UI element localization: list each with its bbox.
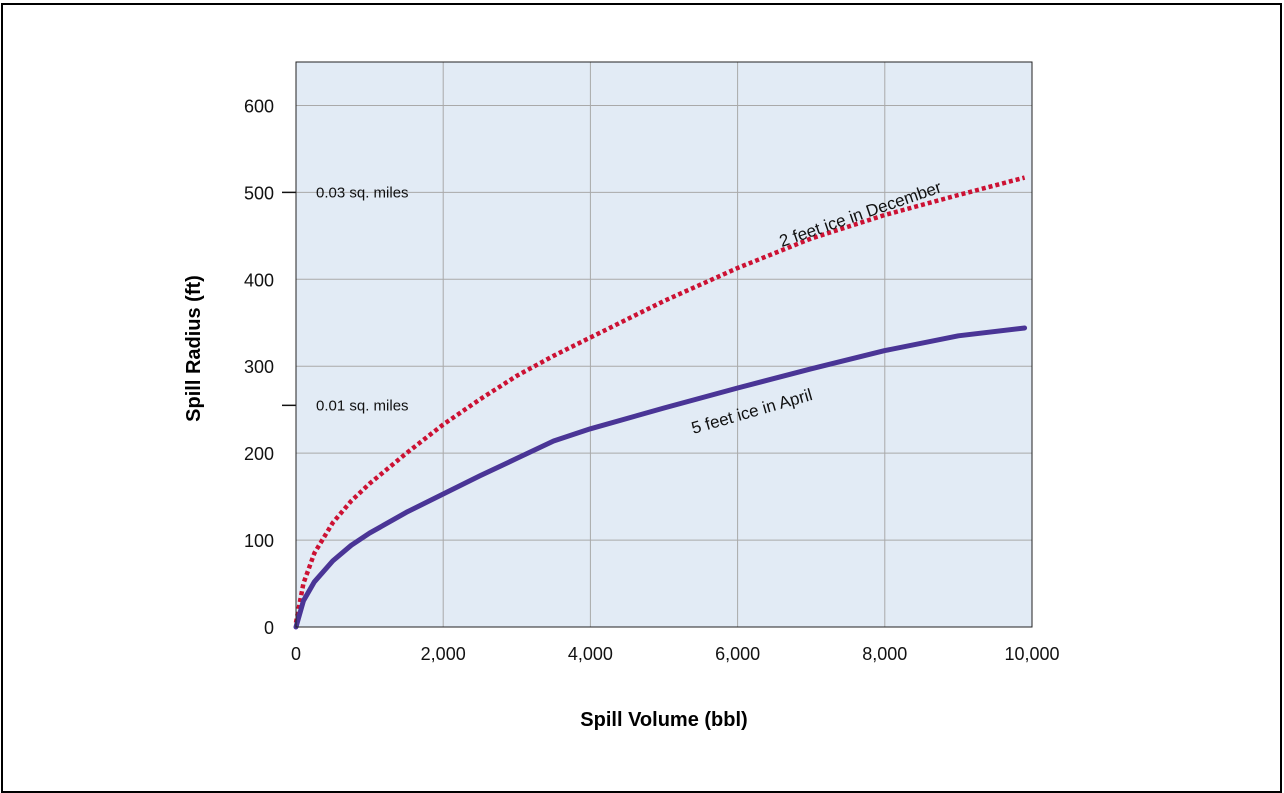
y-tick-label: 100	[244, 531, 274, 551]
y-tick-label: 400	[244, 270, 274, 290]
y-tick-label: 0	[264, 618, 274, 638]
x-tick-label: 8,000	[862, 644, 907, 664]
tick-labels: 0 2,000 4,000 6,000 8,000 10,000 0 100 200 300 400…	[244, 96, 1060, 664]
series-line-0	[293, 175, 1026, 624]
plot-border	[295, 61, 1033, 628]
series-line-1	[293, 325, 1028, 630]
y-tick-label: 500	[244, 183, 274, 203]
annotations: 0.03 sq. miles 0.01 sq. miles	[282, 184, 409, 414]
gridlines	[296, 62, 1032, 627]
x-tick-label: 4,000	[568, 644, 613, 664]
x-tick-label: 2,000	[421, 644, 466, 664]
x-tick-label: 10,000	[1004, 644, 1059, 664]
annotation-label: 0.03 sq. miles	[316, 184, 409, 201]
x-tick-label: 0	[291, 644, 301, 664]
y-tick-label: 200	[244, 444, 274, 464]
x-tick-label: 6,000	[715, 644, 760, 664]
y-tick-label: 600	[244, 96, 274, 116]
x-axis-label: Spill Volume (bbl)	[580, 709, 747, 731]
y-axis-label: Spill Radius (ft)	[183, 275, 205, 422]
y-tick-label: 300	[244, 357, 274, 377]
annotation-label: 0.01 sq. miles	[316, 397, 409, 414]
